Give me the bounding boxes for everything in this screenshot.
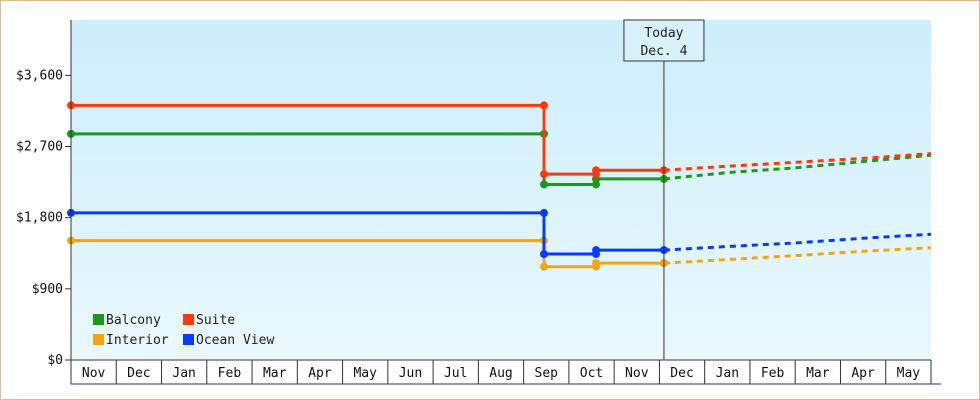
y-tick-label: $2,700 [16, 140, 63, 155]
month-label: Sep [535, 366, 559, 381]
month-label: Apr [308, 366, 332, 381]
data-point [592, 166, 601, 175]
month-label: Feb [761, 366, 785, 381]
data-point [540, 101, 548, 110]
series-projection-suite [663, 152, 932, 172]
month-bar [71, 360, 941, 384]
month-label: Jul [444, 366, 467, 381]
series-projection-interior [663, 246, 932, 265]
month-label: May [353, 366, 377, 381]
legend-label: Ocean View [196, 333, 274, 348]
x-axis-months: Nov Dec Jan Feb Mar Apr May Jun Jul Aug Sep Oct Nov D… [70, 360, 941, 385]
month-label: Jun [399, 366, 422, 381]
data-point [540, 250, 548, 259]
legend-swatch [183, 314, 194, 325]
data-point [540, 170, 548, 179]
month-label: Apr [851, 366, 875, 381]
series-projection-ocean-view [663, 232, 932, 252]
legend-label: Balcony [106, 313, 161, 328]
legend-label: Suite [196, 313, 235, 328]
data-point [592, 246, 601, 255]
month-label: Oct [580, 366, 603, 381]
data-point [592, 259, 601, 268]
series-projection-balcony [663, 153, 932, 181]
plot-area [71, 20, 931, 360]
month-label: Jan [716, 366, 739, 381]
y-tick-label: $900 [32, 282, 63, 297]
today-label: Today [644, 26, 683, 41]
legend-swatch [183, 334, 194, 345]
y-tick-label: $1,800 [16, 211, 63, 226]
y-tick-label: $3,600 [16, 68, 63, 83]
y-tick-label: $0 [47, 353, 63, 368]
data-point [540, 262, 548, 271]
month-label: Dec [127, 366, 150, 381]
legend-swatch [93, 334, 104, 345]
legend-swatch [93, 314, 104, 325]
series-line-ocean-view [71, 211, 664, 256]
month-label: Feb [218, 366, 242, 381]
series-lines [67, 101, 932, 271]
y-axis-ticks: $0 $900 $1,800 $2,700 $3,600 [16, 68, 71, 368]
month-label: Mar [263, 366, 287, 381]
data-point [540, 208, 548, 217]
data-point [592, 180, 601, 189]
today-marker: Today Dec. 4 [623, 19, 705, 360]
legend: Balcony Suite Interior Ocean View [93, 313, 274, 348]
data-point [540, 180, 548, 189]
month-label: Dec [670, 366, 693, 381]
today-box [623, 19, 705, 62]
today-label: Dec. 4 [640, 44, 687, 59]
month-label: May [897, 366, 921, 381]
month-label: Nov [625, 366, 649, 381]
month-label: Jan [172, 366, 195, 381]
month-label: Nov [82, 366, 106, 381]
series-line-balcony [71, 132, 664, 186]
month-label: Aug [489, 366, 512, 381]
month-label: Mar [806, 366, 830, 381]
series-line-interior [71, 239, 664, 269]
series-line-suite [71, 103, 664, 176]
legend-label: Interior [106, 333, 169, 348]
